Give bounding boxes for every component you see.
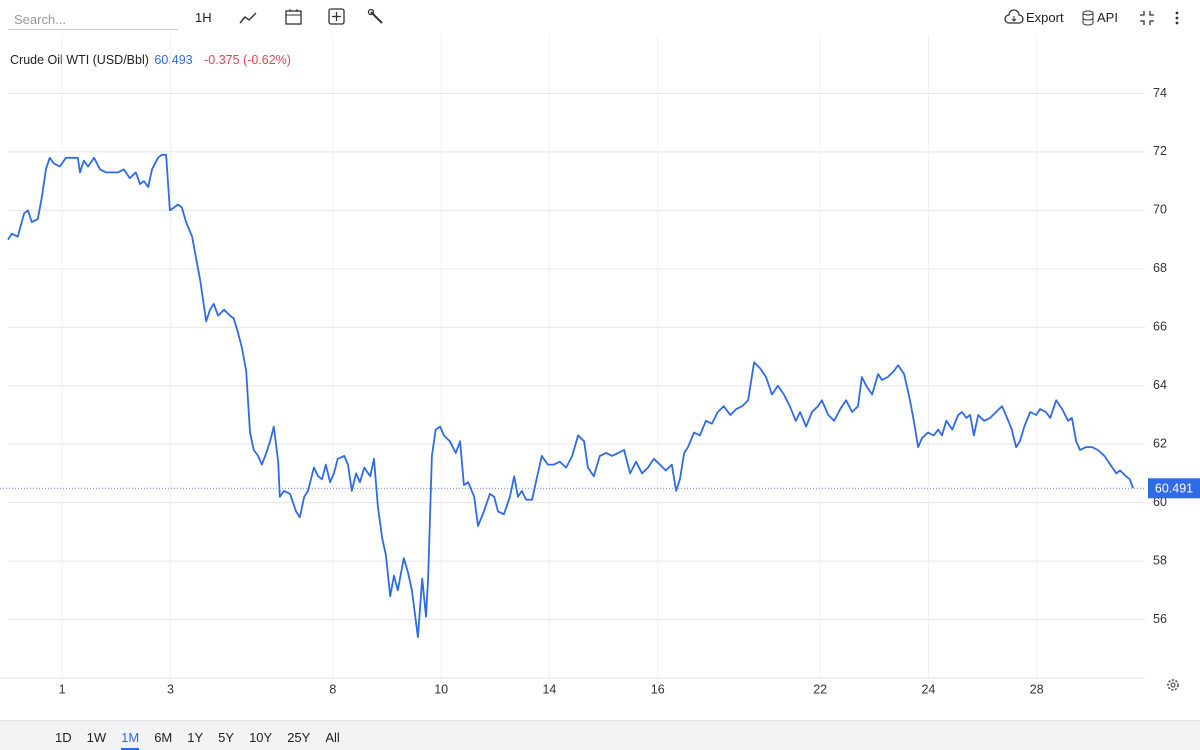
y-tick-label: 56 [1153, 612, 1167, 626]
interval-button[interactable]: 1H [195, 10, 212, 25]
x-tick-label: 3 [167, 682, 174, 696]
range-button[interactable]: 1W [86, 730, 107, 745]
x-tick-label: 24 [921, 682, 935, 696]
range-button[interactable]: All [325, 730, 340, 745]
x-tick-label: 28 [1030, 682, 1044, 696]
x-tick-label: 8 [329, 682, 336, 696]
x-tick-label: 22 [813, 682, 827, 696]
tools-icon[interactable] [367, 8, 387, 28]
x-tick-label: 1 [59, 682, 66, 696]
search-input[interactable]: Search... [8, 6, 178, 30]
chart-header: Crude Oil WTI (USD/Bbl) 60.493 -0.375 (-… [10, 53, 291, 67]
range-button[interactable]: 10Y [249, 730, 273, 745]
toolbar: Search... 1H Export API [0, 0, 1200, 36]
y-tick-label: 58 [1153, 553, 1167, 567]
y-tick-label: 68 [1153, 261, 1167, 275]
y-tick-label: 62 [1153, 436, 1167, 450]
price-change: -0.375 (-0.62%) [204, 53, 291, 67]
range-button[interactable]: 1D [55, 730, 72, 745]
y-tick-label: 66 [1153, 320, 1167, 334]
range-bar: 1D 1W 1M 6M 1Y 5Y 10Y 25Y All [0, 720, 1200, 750]
price: 60.493 [154, 53, 193, 67]
price-line [7, 153, 1134, 638]
add-icon[interactable] [327, 7, 347, 27]
menu-icon[interactable] [1172, 10, 1182, 28]
range-button[interactable]: 5Y [218, 730, 235, 745]
range-button[interactable]: 1Y [187, 730, 204, 745]
y-tick-label: 72 [1153, 144, 1167, 158]
api-icon[interactable] [1080, 9, 1096, 27]
x-tick-label: 10 [434, 682, 448, 696]
range-button[interactable]: 6M [154, 730, 173, 745]
export-icon[interactable] [1004, 9, 1024, 27]
export-button[interactable]: Export [1026, 10, 1064, 25]
y-tick-label: 64 [1153, 378, 1167, 392]
range-button[interactable]: 1M [121, 730, 140, 750]
collapse-icon[interactable] [1138, 9, 1156, 27]
x-tick-label: 16 [651, 682, 665, 696]
y-tick-label: 70 [1153, 203, 1167, 217]
x-tick-label: 14 [542, 682, 556, 696]
y-tick-label: 74 [1153, 86, 1167, 100]
chart-title: Crude Oil WTI (USD/Bbl) [10, 53, 149, 67]
chart: 56 58 60 62 64 66 68 70 72 74 1 3 8 10 14 16 22 24 28 60.49… [0, 35, 1200, 696]
range-button[interactable]: 25Y [287, 730, 311, 745]
last-value-label: 60.491 [1155, 482, 1193, 496]
chart-type-icon[interactable] [238, 8, 258, 28]
calendar-icon[interactable] [284, 7, 304, 27]
last-value-box [1148, 478, 1200, 499]
api-button[interactable]: API [1097, 10, 1118, 25]
y-tick-label: 60 [1153, 495, 1167, 509]
settings-icon[interactable] [1167, 679, 1179, 691]
